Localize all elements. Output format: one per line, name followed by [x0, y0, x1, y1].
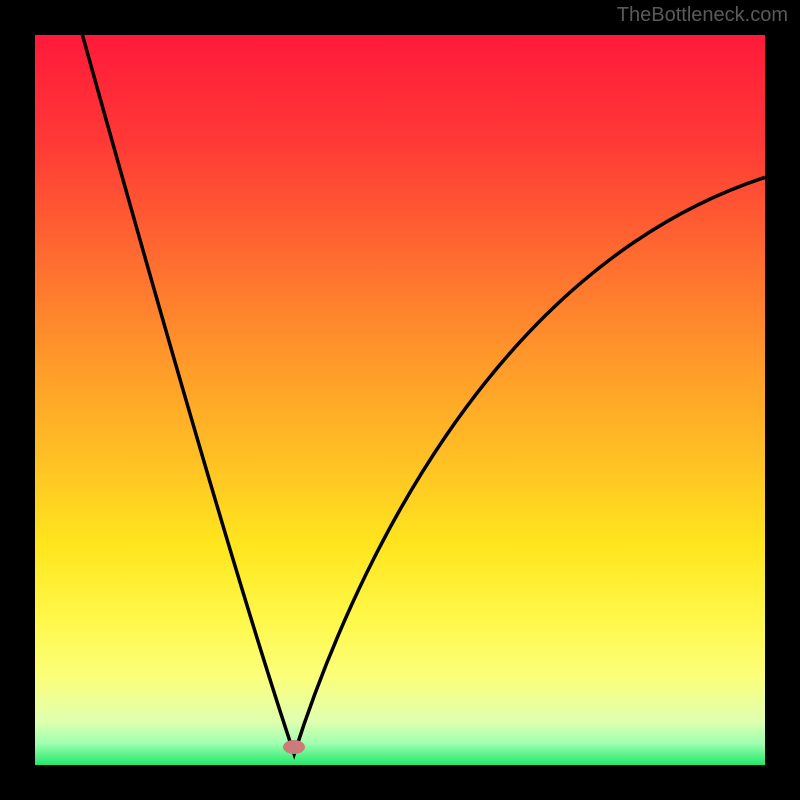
chart-plot-area [35, 35, 765, 765]
watermark-text: TheBottleneck.com [617, 4, 788, 27]
bottleneck-curve [35, 35, 765, 765]
optimal-point-marker [283, 740, 305, 754]
